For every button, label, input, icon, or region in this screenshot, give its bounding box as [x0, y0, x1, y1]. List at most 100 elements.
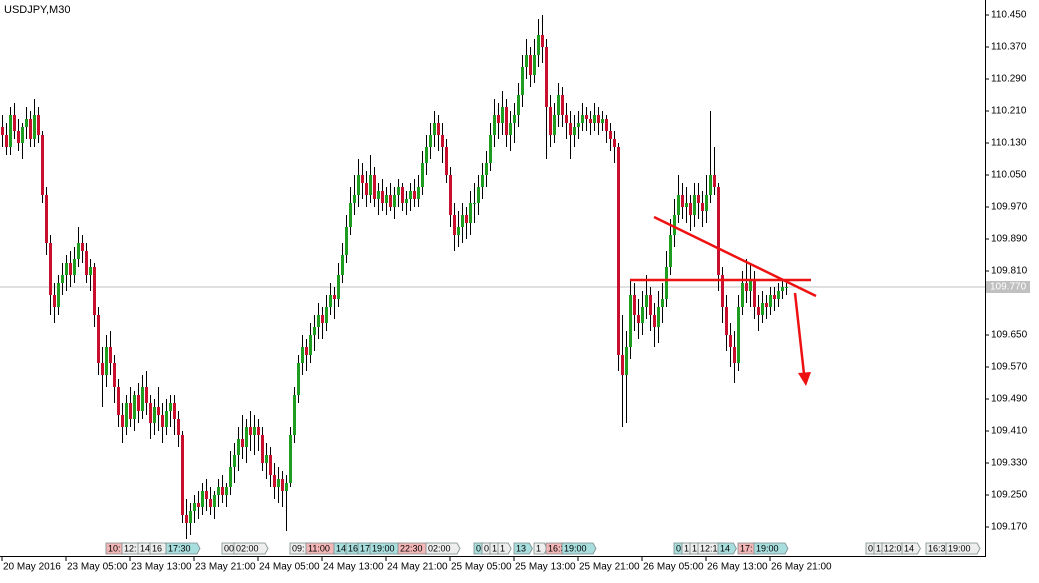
event-tag-label: 1: [684, 543, 689, 553]
candle-body: [453, 215, 456, 235]
candle-body: [89, 267, 92, 275]
candle-body: [401, 187, 404, 203]
candle-body: [669, 235, 672, 267]
candle-body: [517, 95, 520, 115]
plot: [0, 15, 985, 539]
candle-body: [541, 35, 544, 47]
candle-body: [201, 491, 204, 507]
candle-body: [349, 203, 352, 227]
candle-body: [165, 411, 168, 427]
candle-body: [441, 135, 444, 147]
candle-body: [425, 147, 428, 163]
candle-body: [633, 295, 636, 315]
arrow-head: [798, 372, 811, 386]
candle-body: [313, 327, 316, 335]
candle-body: [677, 195, 680, 215]
candle-body: [617, 147, 620, 355]
candle-body: [345, 227, 348, 255]
candle-body: [737, 307, 740, 363]
candle-body: [705, 195, 708, 211]
candle-body: [101, 363, 104, 375]
candle-body: [745, 283, 748, 291]
candle-body: [413, 191, 416, 199]
candle-body: [701, 203, 704, 211]
current-price-label: 109.770: [990, 282, 1027, 293]
event-tag-label: 19:00: [756, 543, 779, 553]
candle-body: [337, 275, 340, 299]
event-tag-label: 19:00: [372, 543, 395, 553]
candle-body: [341, 255, 344, 275]
candle-body: [97, 315, 100, 363]
annotations: [630, 215, 817, 386]
candle-body: [609, 131, 612, 139]
candle-body: [361, 175, 364, 183]
candle-body: [585, 115, 588, 119]
candle-body: [649, 295, 652, 315]
candle-body: [77, 243, 80, 259]
candle-body: [721, 275, 724, 307]
candle-body: [61, 275, 64, 283]
candle-body: [33, 115, 36, 139]
candle-body: [37, 115, 40, 135]
candle-body: [353, 195, 356, 203]
candle-body: [761, 303, 764, 315]
candle-body: [181, 435, 184, 515]
candle-body: [741, 283, 744, 307]
event-tag-label: 0: [868, 543, 873, 553]
candle-body: [229, 467, 232, 487]
candle-body: [717, 187, 720, 275]
candle-body: [17, 131, 20, 143]
candle-body: [277, 479, 280, 487]
y-tick-label: 109.170: [991, 522, 1028, 533]
candle-body: [477, 187, 480, 203]
candle-body: [297, 363, 300, 395]
event-tag-label: 16:3: [928, 543, 946, 553]
event-tag-label: 1: [500, 543, 505, 553]
event-tag-label: 09:: [292, 543, 305, 553]
candle-body: [105, 347, 108, 375]
candle-body: [329, 295, 332, 307]
candle-body: [709, 175, 712, 195]
candle-body: [381, 191, 384, 203]
candle-body: [237, 439, 240, 455]
candle-body: [41, 135, 44, 195]
candle-body: [365, 183, 368, 195]
event-tag-label: 19:00: [948, 543, 971, 553]
candle-body: [189, 511, 192, 523]
event-tag: [497, 542, 512, 555]
candle-body: [161, 415, 164, 427]
candle-body: [457, 227, 460, 235]
candle-body: [21, 127, 24, 143]
x-tick-label: 23 May 21:00: [195, 562, 256, 573]
candle-body: [449, 175, 452, 215]
candle-body: [465, 215, 468, 223]
x-tick-label: 24 May 05:00: [259, 562, 320, 573]
candle-body: [157, 407, 160, 415]
candle-body: [637, 315, 640, 323]
candle-body: [117, 387, 120, 415]
event-tag: [945, 542, 981, 555]
candle-body: [369, 175, 372, 195]
event-tag-label: 16: [152, 543, 162, 553]
candle-body: [525, 55, 528, 67]
candle-body: [385, 195, 388, 203]
candle-body: [577, 123, 580, 127]
event-tag: [165, 542, 201, 555]
candle-body: [149, 403, 152, 423]
candle-body: [241, 439, 244, 447]
candle-body: [25, 119, 28, 127]
candle-body: [529, 55, 532, 75]
candle-body: [589, 119, 592, 123]
candle-body: [125, 403, 128, 427]
candle-body: [193, 503, 196, 511]
candle-body: [605, 119, 608, 131]
event-tag-label: 17: [360, 543, 370, 553]
event-tag-label: 14: [140, 543, 150, 553]
candle-body: [73, 259, 76, 275]
y-tick-label: 110.450: [991, 10, 1027, 21]
event-tag-label: 12:1: [700, 543, 718, 553]
candle-body: [325, 307, 328, 323]
candle-body: [221, 487, 224, 495]
x-tick-label: 26 May 13:00: [707, 562, 768, 573]
